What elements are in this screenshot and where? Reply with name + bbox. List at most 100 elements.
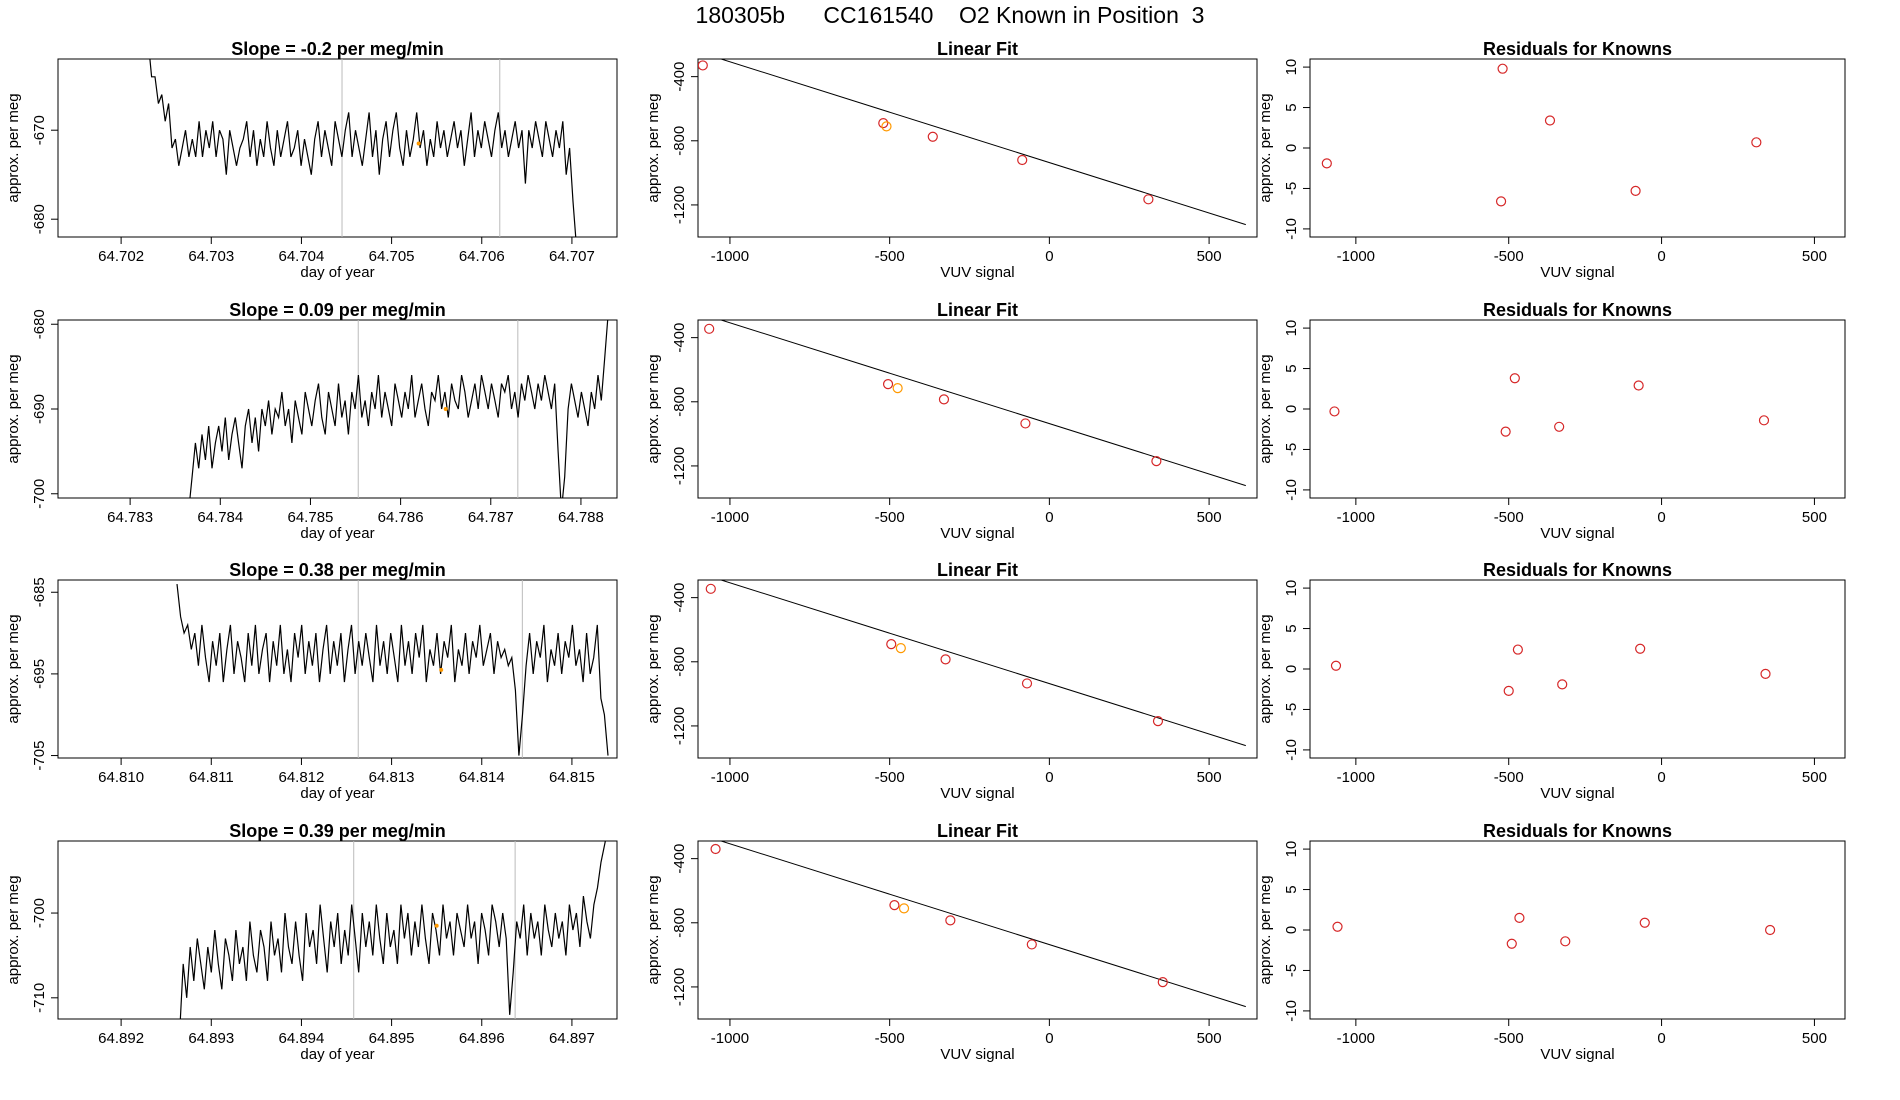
chart-title: Linear Fit: [937, 821, 1018, 841]
y-tick-label: 5: [1283, 364, 1300, 372]
data-point: [1560, 936, 1571, 947]
y-tick-label: 0: [1283, 665, 1300, 673]
chart-panel: Residuals for Knowns -1000 -500 0 500 -10 -5 0 5…: [1257, 300, 1846, 542]
y-tick-label: -800: [671, 647, 688, 677]
series-line: [189, 320, 609, 498]
x-tick-label: 64.707: [549, 248, 595, 265]
y-tick-label: -800: [671, 908, 688, 938]
y-tick-label: -800: [671, 126, 688, 156]
data-point: [1630, 185, 1641, 196]
y-tick-label: -1200: [671, 447, 688, 485]
x-tick-label: -1000: [1337, 1030, 1375, 1047]
data-point: [1151, 456, 1162, 467]
x-tick-label: 64.705: [369, 248, 415, 265]
data-point: [1157, 977, 1168, 988]
plot-area: [176, 580, 609, 758]
y-axis-label: approx. per meg: [645, 93, 662, 202]
series-line: [149, 59, 577, 237]
x-tick-label: -500: [1494, 1030, 1524, 1047]
data-point: [1495, 196, 1507, 207]
data-point: [1512, 644, 1523, 655]
plot-frame: [1309, 319, 1846, 499]
data-point: [1751, 137, 1762, 148]
data-point: [705, 583, 716, 594]
x-tick-label: 64.814: [459, 769, 505, 786]
plot-frame: [1309, 840, 1846, 1020]
x-tick-label: 0: [1657, 769, 1665, 786]
plot-frame: [697, 840, 1258, 1020]
y-tick-label: -1200: [671, 968, 688, 1006]
x-tick-label: 64.704: [278, 248, 324, 265]
chart-panel: Linear Fit -1000 -500 0 500 -1200 -800 -400 VUV …: [645, 39, 1258, 281]
data-point: [1764, 924, 1776, 936]
x-tick-label: 500: [1802, 1030, 1827, 1047]
plot-area: [710, 841, 1246, 1008]
data-point: [710, 843, 721, 855]
x-axis-label: VUV signal: [1540, 1046, 1614, 1063]
x-axis-label: VUV signal: [940, 264, 1014, 281]
plot-area: [1321, 63, 1762, 207]
data-point: [1503, 685, 1514, 696]
x-tick-label: 64.706: [459, 248, 505, 265]
y-tick-label: -10: [1283, 1000, 1300, 1022]
x-tick-label: 64.703: [188, 248, 234, 265]
chart-panel: Slope = -0.2 per meg/min 64.702 64.703 64.7…: [5, 39, 618, 281]
y-tick-label: -700: [31, 479, 48, 509]
x-tick-label: -500: [1494, 248, 1524, 265]
x-tick-label: -1000: [1337, 248, 1375, 265]
y-tick-label: 10: [1283, 580, 1300, 597]
plot-frame: [697, 579, 1258, 759]
chart-title: Slope = 0.38 per meg/min: [229, 560, 446, 580]
data-point: [889, 900, 900, 911]
data-point: [1330, 660, 1342, 671]
y-tick-label: 5: [1283, 624, 1300, 632]
x-tick-label: -500: [875, 509, 905, 526]
y-tick-label: -10: [1283, 218, 1300, 240]
x-axis-label: VUV signal: [1540, 525, 1614, 542]
y-tick-label: -680: [31, 309, 48, 339]
x-axis-label: VUV signal: [940, 1046, 1014, 1063]
data-point: [892, 383, 903, 394]
x-tick-label: 64.810: [98, 769, 144, 786]
chart-title: Slope = 0.39 per meg/min: [229, 821, 446, 841]
chart-panel: Linear Fit -1000 -500 0 500 -1200 -800 -400 VUV …: [645, 821, 1258, 1063]
plot-area: [705, 580, 1246, 747]
x-tick-label: -1000: [1337, 509, 1375, 526]
chart-title: Slope = -0.2 per meg/min: [231, 39, 444, 59]
x-tick-label: 500: [1802, 769, 1827, 786]
data-point: [1758, 415, 1770, 426]
x-tick-label: 64.784: [197, 509, 243, 526]
data-point: [1332, 921, 1343, 932]
data-point: [1026, 939, 1037, 950]
data-point: [1633, 380, 1644, 391]
fit-line: [719, 59, 1246, 226]
data-point: [886, 639, 897, 650]
x-tick-label: 64.895: [369, 1030, 415, 1047]
data-point: [704, 323, 715, 334]
x-tick-label: 0: [1045, 1030, 1053, 1047]
data-point: [878, 118, 889, 129]
x-tick-label: 64.892: [98, 1030, 144, 1047]
y-tick-label: 0: [1283, 144, 1300, 152]
plot-frame: [57, 840, 618, 1020]
fit-line: [719, 580, 1246, 747]
x-tick-label: 64.788: [558, 509, 604, 526]
chart-panel: Slope = 0.09 per meg/min 64.783 64.784 64.7…: [5, 300, 618, 542]
x-tick-label: 64.813: [369, 769, 415, 786]
chart-title: Linear Fit: [937, 39, 1018, 59]
x-tick-label: 0: [1045, 509, 1053, 526]
y-tick-label: -700: [31, 898, 48, 928]
data-point: [927, 131, 938, 142]
data-point: [1329, 406, 1340, 417]
data-point: [1021, 678, 1033, 689]
data-point: [945, 915, 956, 926]
y-tick-label: -1200: [671, 186, 688, 224]
data-point: [1544, 115, 1556, 126]
x-tick-label: 64.894: [278, 1030, 324, 1047]
data-point: [1760, 668, 1771, 679]
y-tick-label: -5: [1283, 703, 1300, 716]
y-tick-label: 0: [1283, 926, 1300, 934]
x-tick-label: 500: [1197, 1030, 1222, 1047]
x-tick-label: 0: [1045, 769, 1053, 786]
fit-line: [719, 320, 1246, 487]
